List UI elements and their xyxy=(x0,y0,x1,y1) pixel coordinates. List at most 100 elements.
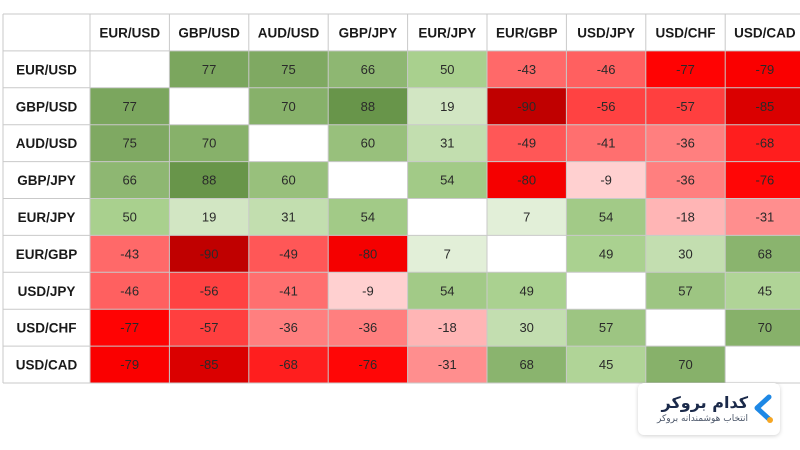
heatmap-cell xyxy=(90,87,170,125)
heatmap-cell xyxy=(645,309,726,347)
heatmap-cell xyxy=(725,50,800,88)
cell-value: -56 xyxy=(597,99,616,114)
cell-value: 7 xyxy=(523,209,530,224)
cell-value: -80 xyxy=(359,246,378,261)
heatmap-cell xyxy=(566,309,646,347)
cell-value: 49 xyxy=(519,283,533,298)
cell-value: 60 xyxy=(281,173,295,188)
chevron-logo-icon xyxy=(754,394,773,423)
heatmap-cell xyxy=(725,198,800,236)
heatmap-cell xyxy=(90,235,170,273)
cell-value: 50 xyxy=(440,62,454,77)
heatmap-cell xyxy=(487,124,567,162)
heatmap-cell xyxy=(725,87,800,125)
heatmap-cell xyxy=(328,161,408,199)
cell-value: 66 xyxy=(361,62,375,77)
cell-value: -36 xyxy=(676,136,695,151)
heatmap-cell xyxy=(645,124,726,162)
column-header: GBP/USD xyxy=(178,25,240,40)
heatmap-cell xyxy=(407,235,487,273)
cell-value: -79 xyxy=(756,62,775,77)
cell-value: -31 xyxy=(756,209,775,224)
heatmap-cell xyxy=(407,124,487,162)
heatmap-cell xyxy=(487,198,567,236)
heatmap-cell xyxy=(566,124,646,162)
cell-value: 45 xyxy=(599,357,613,372)
cell-value: -18 xyxy=(438,320,457,335)
heatmap-cell xyxy=(90,161,170,199)
heatmap-cell xyxy=(328,235,408,273)
cell-value: 70 xyxy=(758,320,772,335)
cell-value: -41 xyxy=(279,283,298,298)
cell-value: 31 xyxy=(281,209,295,224)
heatmap-cell xyxy=(328,346,408,383)
heatmap-cell xyxy=(487,235,567,273)
cell-value: -56 xyxy=(200,283,219,298)
cell-value: -76 xyxy=(359,357,378,372)
cell-value: 54 xyxy=(440,283,454,298)
heatmap-cell xyxy=(169,124,249,162)
heatmap-cell xyxy=(407,346,487,383)
heatmap-cell xyxy=(566,346,646,383)
heatmap-cell xyxy=(487,346,567,383)
cell-value: 57 xyxy=(678,283,692,298)
cell-value: -85 xyxy=(756,99,775,114)
cell-value: 50 xyxy=(122,209,136,224)
heatmap-cell xyxy=(645,346,726,383)
cell-value: -49 xyxy=(517,136,536,151)
cell-value: -76 xyxy=(756,173,775,188)
column-header: USD/JPY xyxy=(577,25,635,40)
heatmap-cell xyxy=(169,309,249,347)
brand-tagline: انتخاب هوشمندانه بروکر xyxy=(657,414,748,424)
cell-value: -36 xyxy=(279,320,298,335)
cell-value: 70 xyxy=(678,357,692,372)
heatmap-cell xyxy=(645,50,726,88)
heatmap-cell xyxy=(248,198,329,236)
brand-logo[interactable]: کدام بروکر انتخاب هوشمندانه بروکر xyxy=(638,383,780,435)
heatmap-cell xyxy=(487,161,567,199)
row-header: GBP/JPY xyxy=(17,173,76,188)
column-header: EUR/USD xyxy=(99,25,160,40)
cell-value: 19 xyxy=(440,99,454,114)
heatmap-cell xyxy=(407,161,487,199)
heatmap-cell xyxy=(248,87,329,125)
cell-value: -46 xyxy=(120,283,139,298)
cell-value: -57 xyxy=(200,320,219,335)
heatmap-cell xyxy=(487,50,567,88)
cell-value: 49 xyxy=(599,246,613,261)
heatmap-cell xyxy=(645,272,726,310)
row-header: EUR/GBP xyxy=(16,247,78,262)
heatmap-cell xyxy=(328,309,408,347)
heatmap-cell xyxy=(725,346,800,383)
heatmap-cell xyxy=(566,272,646,310)
cell-value: 31 xyxy=(440,136,454,151)
column-header: USD/CAD xyxy=(734,25,796,40)
row-header: EUR/JPY xyxy=(18,210,76,225)
cell-value: -90 xyxy=(200,246,219,261)
heatmap-cell xyxy=(248,272,329,310)
cell-value: -43 xyxy=(517,62,536,77)
heatmap-cell xyxy=(169,235,249,273)
cell-value: -77 xyxy=(120,320,139,335)
cell-value: 19 xyxy=(202,209,216,224)
row-header: USD/CAD xyxy=(16,358,78,373)
column-header: AUD/USD xyxy=(258,25,320,40)
heatmap-cell xyxy=(328,50,408,88)
cell-value: -79 xyxy=(120,357,139,372)
cell-value: -9 xyxy=(362,283,374,298)
heatmap-cell xyxy=(90,346,170,383)
column-header: EUR/JPY xyxy=(418,25,476,40)
heatmap-cell xyxy=(90,124,170,162)
cell-value: 54 xyxy=(440,173,454,188)
cell-value: 68 xyxy=(758,246,772,261)
heatmap-cell xyxy=(566,50,646,88)
row-header: USD/JPY xyxy=(18,284,76,299)
heatmap-cell xyxy=(248,50,329,88)
cell-value: 54 xyxy=(361,209,375,224)
row-header: AUD/USD xyxy=(16,136,78,151)
heatmap-cell xyxy=(645,161,726,199)
cell-value: -43 xyxy=(120,246,139,261)
heatmap-cell xyxy=(566,161,646,199)
heatmap-cell xyxy=(566,198,646,236)
